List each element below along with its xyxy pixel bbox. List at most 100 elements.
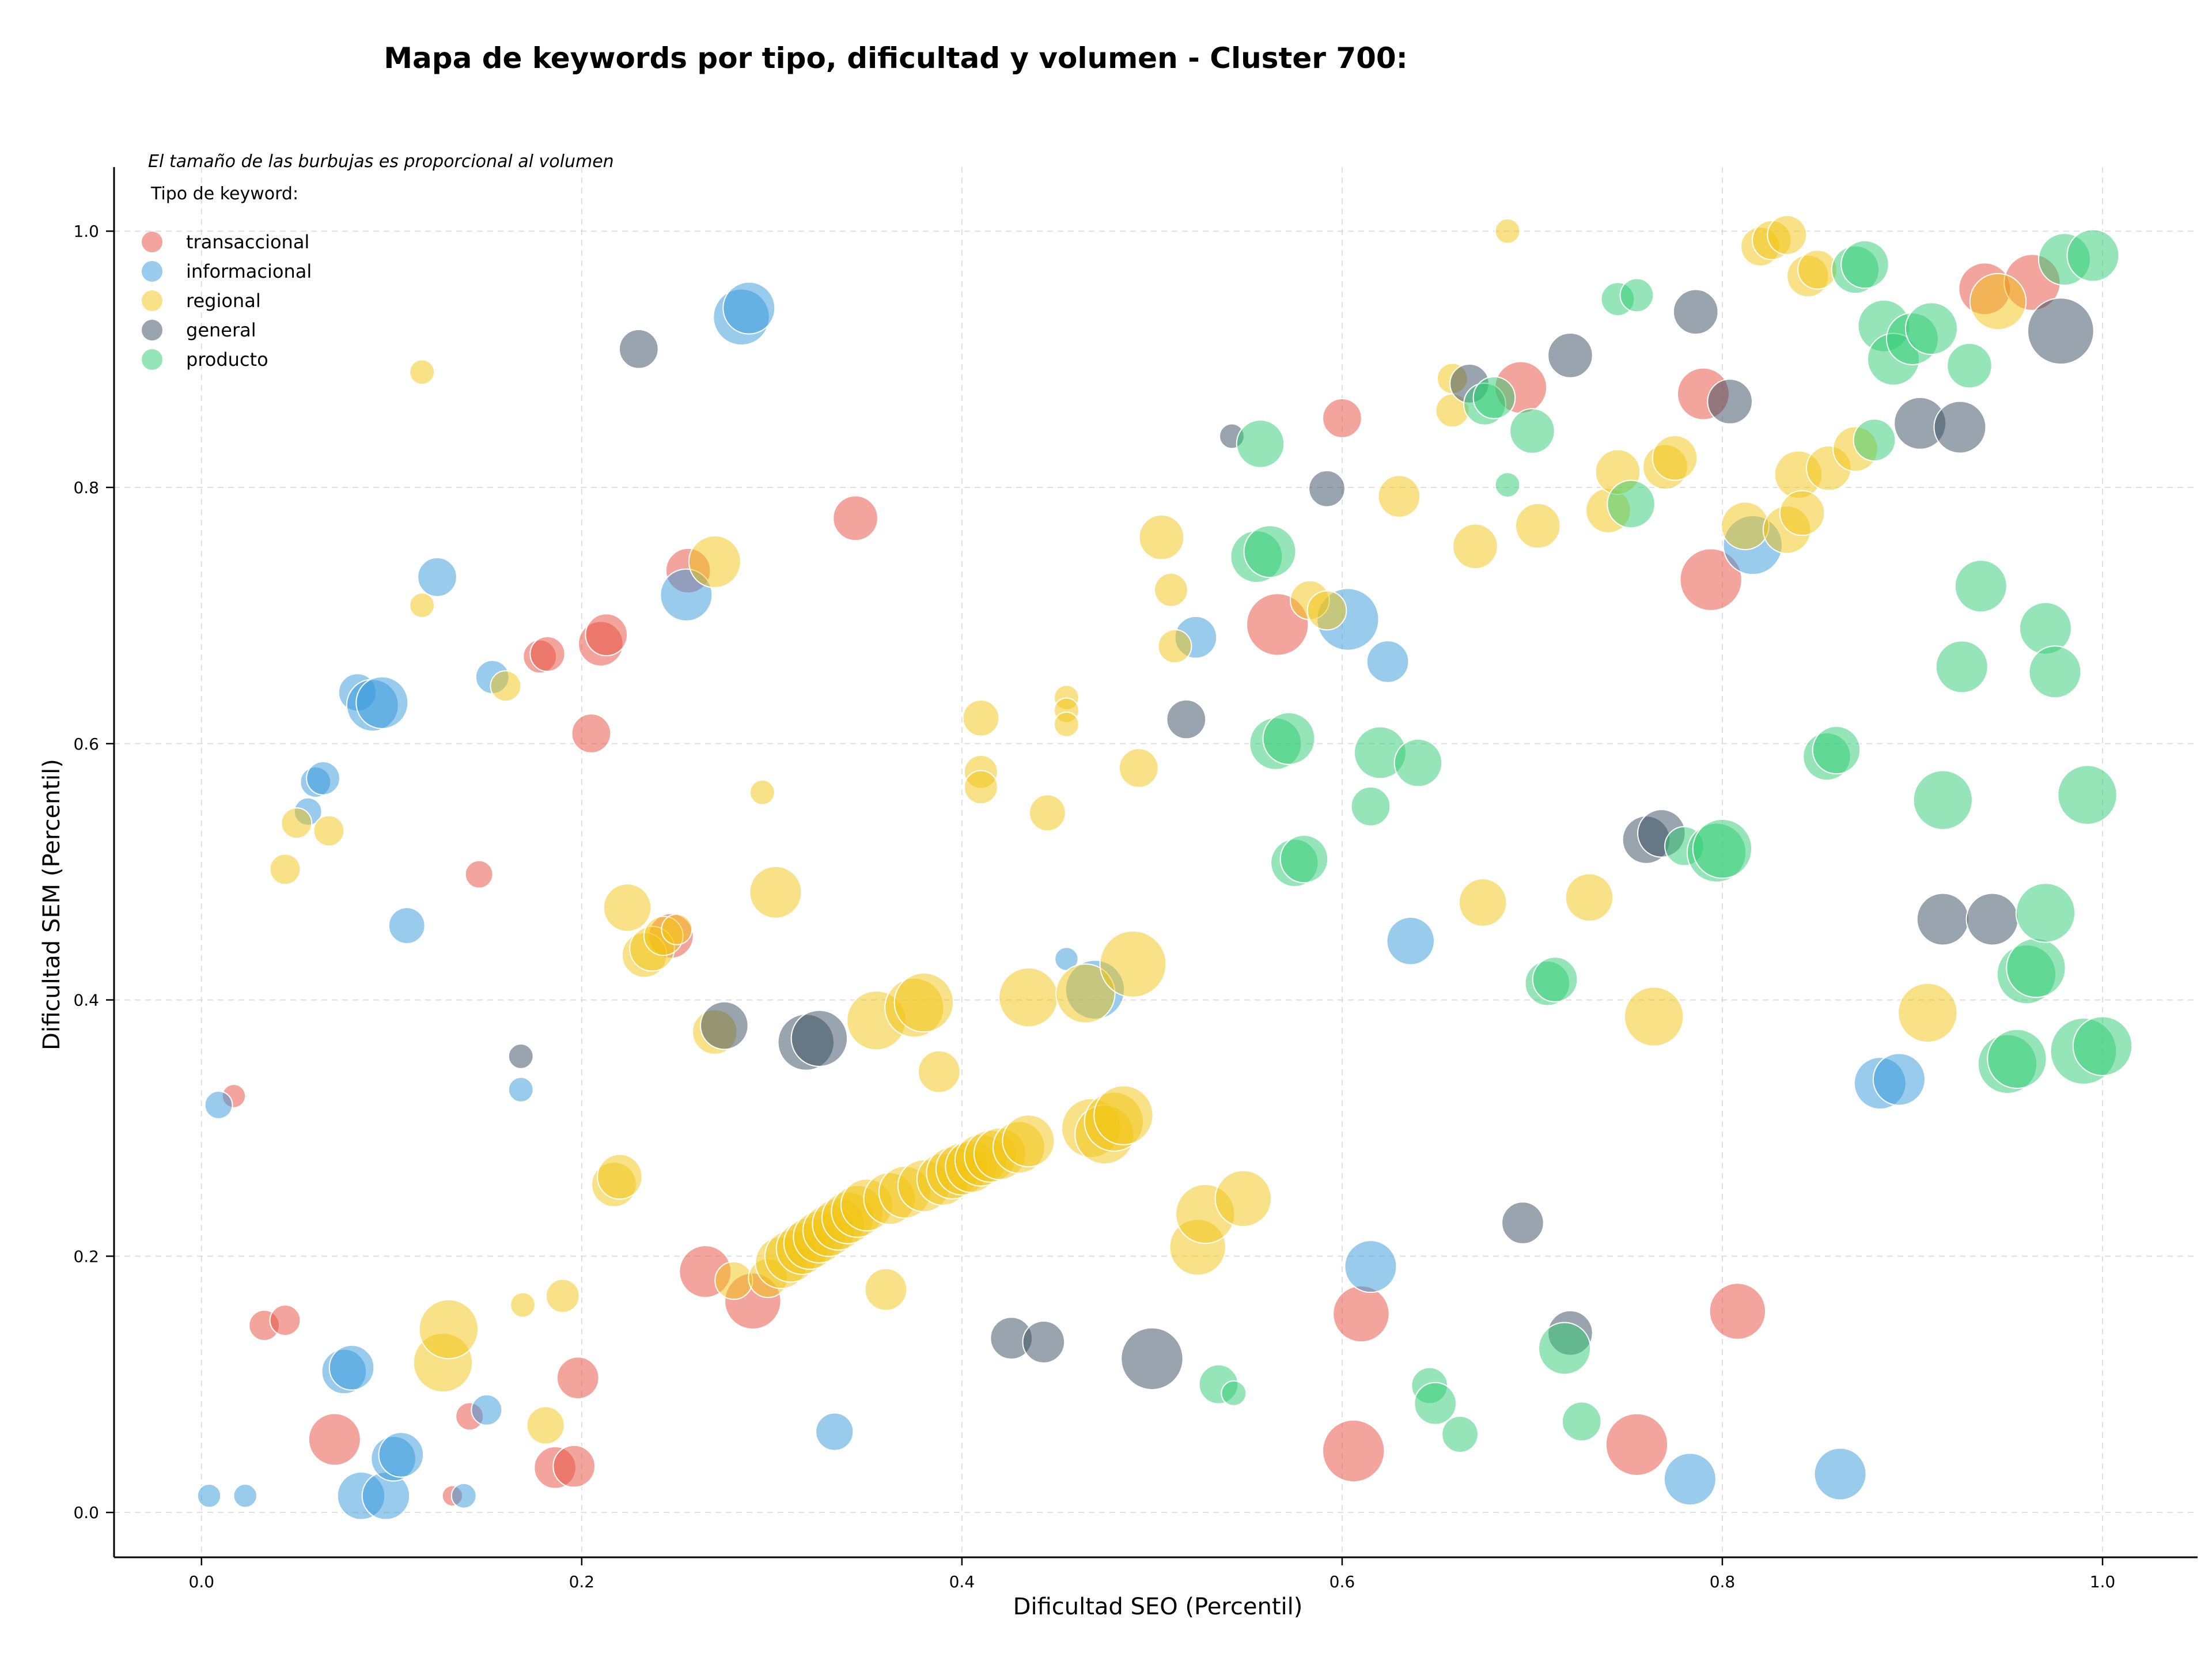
bubble-regional	[1214, 1170, 1272, 1228]
bubble-general	[1501, 1201, 1544, 1244]
bubble-regional	[526, 1406, 565, 1445]
bubble-general	[507, 1043, 534, 1069]
bubble-informacional	[815, 1412, 854, 1451]
bubble-regional	[281, 807, 313, 839]
bubble-general	[1547, 332, 1593, 379]
bubble-informacional	[388, 907, 426, 944]
bubble-transaccional	[1709, 1282, 1767, 1340]
bubble-transaccional	[308, 1413, 361, 1466]
bubble-general	[1308, 470, 1346, 508]
y-tick-label: 0.8	[73, 478, 99, 497]
bubble-regional	[749, 865, 802, 919]
bubble-regional	[1093, 1085, 1154, 1145]
bubble-regional	[1377, 475, 1421, 518]
bubble-producto	[1692, 818, 1753, 879]
bubble-regional	[545, 1278, 580, 1314]
bubble-producto	[2072, 1016, 2133, 1076]
bubble-regional	[864, 1267, 908, 1311]
legend-label-producto: producto	[186, 349, 268, 370]
bubble-regional	[1118, 748, 1159, 788]
bubble-transaccional	[1605, 1413, 1669, 1476]
bubble-general	[790, 1009, 849, 1068]
legend-marker-producto	[142, 349, 162, 370]
bubble-regional	[1099, 930, 1167, 998]
bubble-transaccional	[1679, 548, 1743, 611]
bubble-producto	[2006, 937, 2066, 998]
bubble-informacional	[1872, 1053, 1926, 1106]
bubble-producto	[1946, 342, 1993, 389]
bubble-informacional	[507, 1076, 534, 1103]
legend: transaccional informacional regional genera…	[142, 231, 312, 370]
bubble-producto	[1243, 525, 1297, 578]
bubble-informacional	[1386, 916, 1435, 966]
bubble-producto	[1561, 1401, 1602, 1442]
bubble-producto	[1812, 725, 1861, 775]
bubble-regional	[1515, 502, 1561, 549]
bubble-regional	[917, 1050, 961, 1094]
bubble-producto	[1619, 278, 1654, 313]
bubble-regional	[313, 815, 345, 847]
bubble-producto	[2018, 601, 2072, 655]
bubble-producto	[1393, 738, 1443, 788]
bubble-general	[619, 328, 659, 369]
bubble-regional	[714, 1261, 753, 1300]
bubble-regional	[1779, 490, 1825, 536]
legend-label-regional: regional	[186, 290, 261, 312]
bubble-regional	[1306, 590, 1347, 631]
bubble-regional	[1157, 629, 1192, 664]
bubble-informacional	[306, 760, 340, 796]
y-tick-label: 0.4	[73, 991, 99, 1010]
bubble-transaccional	[585, 613, 628, 657]
y-axis-label: Dificultad SEM (Percentil)	[39, 759, 65, 1050]
bubble-informacional	[722, 281, 776, 335]
bubble-producto	[1904, 302, 1958, 355]
legend-marker-general	[142, 320, 162, 340]
bubble-informacional	[1663, 1452, 1717, 1506]
bubble-informacional	[471, 1394, 503, 1426]
bubble-producto	[1350, 786, 1391, 827]
bubble-regional	[1154, 573, 1188, 607]
bubble-regional	[1029, 794, 1066, 832]
bubble-producto	[1935, 640, 1988, 694]
bubble-informacional	[417, 557, 457, 597]
bubble-informacional	[1813, 1447, 1867, 1501]
bubble-regional	[1055, 963, 1116, 1024]
bubble-producto	[1607, 479, 1656, 529]
bubble-transaccional	[1322, 398, 1362, 438]
bubble-size-note: El tamaño de las burbujas es proporciona…	[148, 152, 614, 172]
bubble-producto	[1414, 1382, 1457, 1425]
bubble-transaccional	[464, 860, 494, 889]
bubble-regional	[1565, 873, 1614, 922]
bubble-regional	[1897, 982, 1958, 1043]
bubble-producto	[1840, 240, 1889, 289]
bubble-producto	[1472, 376, 1516, 419]
bubble-regional	[1053, 711, 1080, 737]
bubble-regional	[510, 1292, 536, 1318]
bubble-general	[1120, 1327, 1184, 1390]
bubble-producto	[1538, 1322, 1592, 1375]
bubble-transaccional	[552, 1444, 596, 1488]
bubble-transaccional	[832, 495, 878, 542]
bubble-producto	[2015, 883, 2076, 943]
bubble-transaccional	[571, 713, 612, 754]
bubble-regional	[1767, 215, 1808, 255]
bubble-producto	[2028, 645, 2082, 699]
bubble-transaccional	[529, 635, 566, 672]
bubble-regional	[661, 913, 693, 945]
bubble-informacional	[196, 1484, 222, 1508]
bubble-producto	[1236, 419, 1285, 468]
bubble-regional	[603, 883, 652, 932]
bubble-informacional	[450, 1482, 477, 1509]
legend-marker-regional	[142, 290, 162, 311]
bubble-general	[1965, 892, 2019, 946]
bubble-producto	[1954, 559, 2008, 613]
y-tick-label: 0.0	[73, 1503, 99, 1522]
axes-layer: 0.0 0.2 0.4 0.6 0.8 1.0 0.0 0.2 0.4 0.6 0.8 1.0	[73, 167, 2198, 1591]
bubble-general	[1166, 699, 1207, 740]
bubble-informacional	[233, 1484, 257, 1508]
bubble-producto	[2066, 229, 2120, 282]
bubble-producto	[1262, 712, 1316, 765]
legend-label-informacional: informacional	[186, 260, 312, 282]
